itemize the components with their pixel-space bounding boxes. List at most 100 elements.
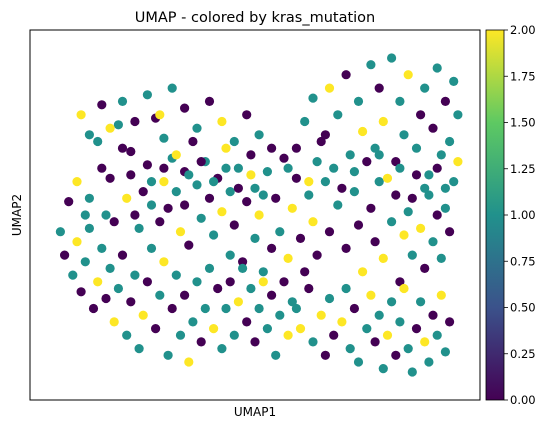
scatter-point <box>382 173 393 183</box>
plot-frame <box>29 29 481 401</box>
scatter-point <box>445 227 455 237</box>
scatter-point <box>126 297 136 307</box>
scatter-point <box>399 230 409 240</box>
scatter-point <box>68 270 78 280</box>
scatter-point <box>304 177 314 187</box>
scatter-point <box>440 203 450 213</box>
scatter-point <box>300 116 310 127</box>
scatter-point <box>440 347 450 357</box>
scatter-point <box>192 123 202 133</box>
colorbar-tick-label: 1.50 <box>510 116 536 130</box>
scatter-point <box>420 183 430 193</box>
scatter-point <box>229 220 239 230</box>
scatter-point <box>109 317 119 327</box>
scatter-point <box>204 96 215 106</box>
scatter-point <box>142 90 152 100</box>
scatter-point <box>320 130 330 140</box>
scatter-point <box>366 60 376 70</box>
y-axis-label: UMAP2 <box>10 194 24 236</box>
scatter-point <box>287 203 297 213</box>
scatter-point <box>453 110 463 120</box>
scatter-point <box>304 283 314 294</box>
scatter-point <box>353 220 364 230</box>
scatter-point <box>345 344 355 354</box>
scatter-point <box>312 157 322 167</box>
scatter-point <box>258 190 268 200</box>
scatter-point <box>324 293 335 304</box>
scatter-point <box>221 163 231 173</box>
scatter-point <box>349 187 359 197</box>
scatter-point <box>403 207 413 217</box>
scatter-point <box>320 350 330 360</box>
colorbar-tick-label: 0.00 <box>510 393 536 407</box>
scatter-point <box>424 357 434 367</box>
scatter-point <box>88 303 99 314</box>
scatter-point <box>233 163 243 173</box>
scatter-point <box>246 170 256 180</box>
scatter-point <box>105 123 115 133</box>
scatter-point <box>374 177 384 187</box>
scatter-point <box>180 103 190 113</box>
scatter-point <box>192 277 202 287</box>
scatter-point <box>308 93 318 103</box>
scatter-point <box>163 350 173 360</box>
scatter-point <box>428 310 438 320</box>
scatter-point <box>420 337 430 347</box>
scatter-point <box>225 277 235 287</box>
scatter-point <box>407 250 417 260</box>
scatter-point <box>254 303 264 314</box>
scatter-point <box>275 310 285 320</box>
scatter-point <box>200 303 210 314</box>
scatter-point <box>175 330 186 340</box>
scatter-point <box>155 290 165 300</box>
scatter-point <box>291 143 301 153</box>
scatter-point <box>122 330 132 340</box>
scatter-point <box>117 143 128 153</box>
scatter-point <box>349 167 359 177</box>
scatter-point <box>304 190 314 200</box>
scatter-point <box>138 310 148 320</box>
scatter-point <box>242 110 252 120</box>
scatter-point <box>416 110 426 120</box>
scatter-point <box>196 337 206 347</box>
scatter-point <box>324 83 335 93</box>
scatter-point <box>407 193 417 203</box>
scatter-point <box>370 143 380 153</box>
scatter-point <box>449 177 459 187</box>
scatter-point <box>188 317 198 327</box>
scatter-point <box>97 100 107 110</box>
scatter-point <box>283 253 293 263</box>
scatter-point <box>267 243 277 253</box>
scatter-point <box>217 344 227 354</box>
scatter-point <box>134 344 144 354</box>
scatter-point <box>349 303 359 314</box>
scatter-point <box>142 160 152 170</box>
scatter-point <box>312 250 322 260</box>
scatter-point <box>126 146 136 157</box>
scatter-point <box>320 177 330 187</box>
scatter-point <box>300 267 310 277</box>
scatter-point <box>84 223 94 233</box>
scatter-point <box>93 277 103 287</box>
scatter-point <box>267 143 277 153</box>
scatter-point <box>242 317 252 327</box>
scatter-point <box>411 170 422 180</box>
scatter-point <box>366 203 376 213</box>
scatter-point <box>246 283 256 294</box>
scatter-point <box>262 324 272 334</box>
scatter-point <box>395 163 405 173</box>
scatter-point <box>395 96 405 106</box>
scatter-point <box>64 197 74 207</box>
scatter-point <box>163 203 173 213</box>
scatter-point <box>399 130 409 140</box>
scatter-point <box>275 227 285 237</box>
scatter-point <box>391 157 401 167</box>
scatter-point <box>146 200 157 210</box>
scatter-point <box>105 173 115 183</box>
scatter-point <box>378 364 388 374</box>
scatter-point <box>358 126 368 137</box>
scatter-point <box>358 267 368 277</box>
scatter-point <box>175 227 186 237</box>
scatter-point <box>250 337 260 347</box>
scatter-point <box>204 193 215 203</box>
